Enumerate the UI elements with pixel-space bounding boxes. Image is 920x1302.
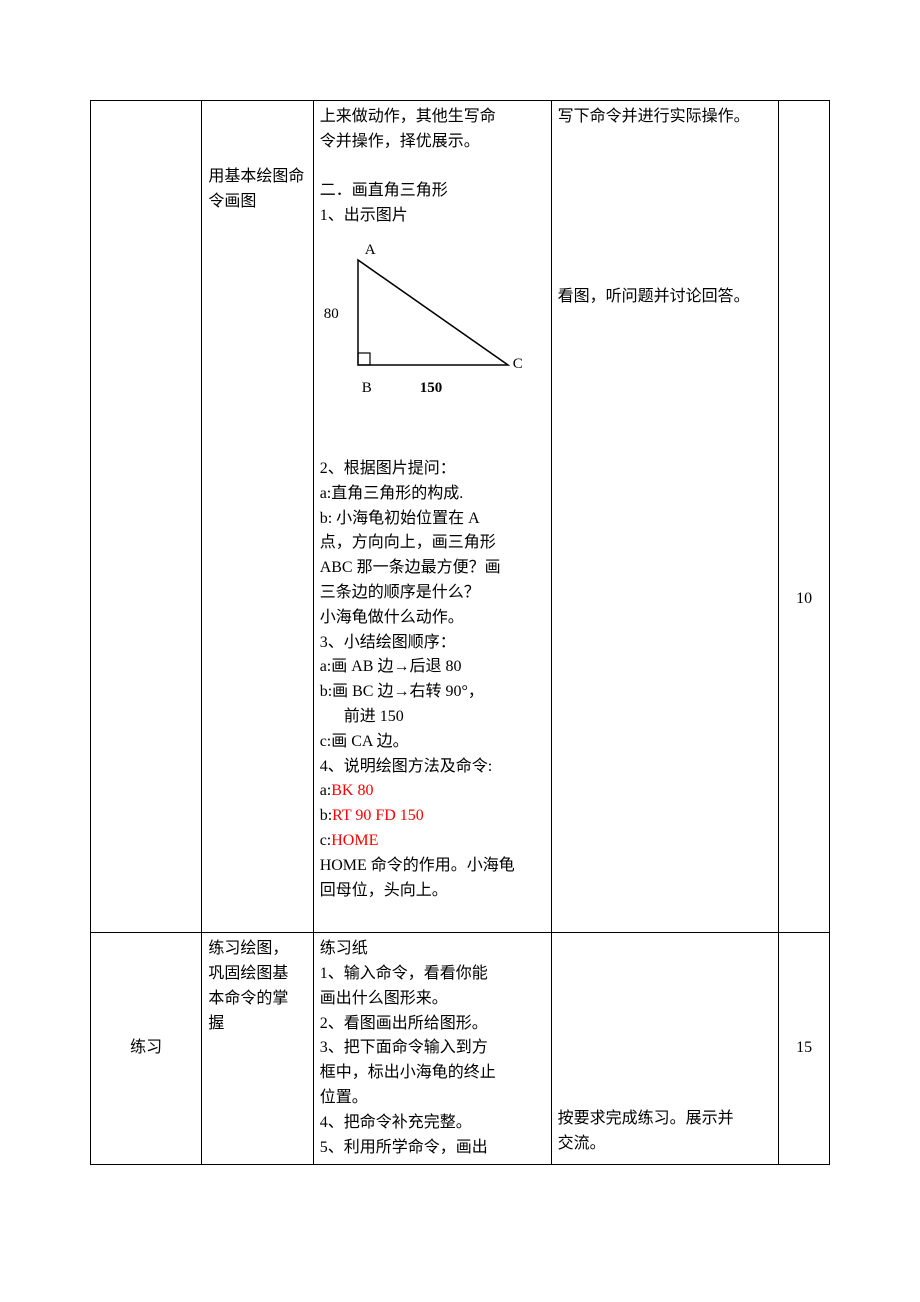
table-row: 用基本绘图命令画图 上来做动作，其他生写命 令并操作，择优展示。 二．画直角三角…	[91, 101, 830, 933]
text: a:画 AB 边→后退 80	[320, 655, 545, 680]
cell-student-activity: 按要求完成练习。展示并 交流。	[551, 933, 779, 1165]
text: 位置。	[320, 1086, 545, 1111]
text: 交流。	[558, 1132, 773, 1157]
text: HOME 命令的作用。小海龟	[320, 854, 545, 879]
text: 3、把下面命令输入到方	[320, 1036, 545, 1061]
text: 画出什么图形来。	[320, 987, 545, 1012]
text: 4、把命令补充完整。	[320, 1111, 545, 1136]
cmd-prefix: a:	[320, 782, 332, 799]
triangle-svg	[348, 255, 523, 380]
text: 令并操作，择优展示。	[320, 130, 545, 155]
text: 前进 150	[320, 705, 545, 730]
cell-stage	[91, 101, 202, 933]
text: 握	[208, 1012, 306, 1037]
text: 上来做动作，其他生写命	[320, 105, 545, 130]
text: 4、说明绘图方法及命令:	[320, 755, 545, 780]
text: b: 小海龟初始位置在 A	[320, 507, 545, 532]
text: 5、利用所学命令，画出	[320, 1136, 545, 1161]
side-label-80: 80	[324, 303, 339, 326]
cell-student-activity: 写下命令并进行实际操作。 看图，听问题并讨论回答。	[551, 101, 779, 933]
time-value: 10	[785, 587, 823, 612]
text: 3、小结绘图顺序：	[320, 631, 545, 656]
text: 1、输入命令，看看你能	[320, 962, 545, 987]
vertex-label-b: B	[362, 377, 372, 400]
cell-teacher-activity: 上来做动作，其他生写命 令并操作，择优展示。 二．画直角三角形 1、出示图片 A…	[313, 101, 551, 933]
triangle-diagram: A 80 B 150 C	[320, 237, 545, 407]
cmd-bk: BK 80	[331, 782, 373, 799]
text: 巩固绘图基	[208, 962, 306, 987]
command-line: c:HOME	[320, 829, 545, 854]
command-line: b:RT 90 FD 150	[320, 804, 545, 829]
table-row: 练习 练习绘图， 巩固绘图基 本命令的掌 握 练习纸 1、输入命令，看看你能 画…	[91, 933, 830, 1165]
text: 本命令的掌	[208, 987, 306, 1012]
text: 2、根据图片提问：	[320, 457, 545, 482]
document-page: 用基本绘图命令画图 上来做动作，其他生写命 令并操作，择优展示。 二．画直角三角…	[0, 0, 920, 1302]
cell-time: 10	[779, 101, 830, 933]
text: 练习纸	[320, 937, 545, 962]
cmd-home: HOME	[331, 832, 378, 849]
cmd-prefix: c:	[320, 832, 332, 849]
cmd-rt-fd: RT 90 FD 150	[332, 807, 424, 824]
text: 回母位，头向上。	[320, 879, 545, 904]
text: 框中，标出小海龟的终止	[320, 1061, 545, 1086]
text: a:直角三角形的构成.	[320, 482, 545, 507]
objective-text: 用基本绘图命令画图	[208, 165, 306, 215]
cell-objective: 练习绘图， 巩固绘图基 本命令的掌 握	[202, 933, 313, 1165]
cell-time: 15	[779, 933, 830, 1165]
text: 按要求完成练习。展示并	[558, 1107, 773, 1132]
cell-stage: 练习	[91, 933, 202, 1165]
side-label-150: 150	[420, 377, 443, 400]
lesson-plan-table: 用基本绘图命令画图 上来做动作，其他生写命 令并操作，择优展示。 二．画直角三角…	[90, 100, 830, 1165]
text: 三条边的顺序是什么？	[320, 581, 545, 606]
cmd-prefix: b:	[320, 807, 332, 824]
text: 点，方向向上，画三角形	[320, 531, 545, 556]
text: 写下命令并进行实际操作。	[558, 105, 773, 130]
stage-label: 练习	[97, 1036, 195, 1061]
heading: 二．画直角三角形	[320, 179, 545, 204]
text: 练习绘图，	[208, 937, 306, 962]
text: 2、看图画出所给图形。	[320, 1012, 545, 1037]
time-value: 15	[785, 1036, 823, 1061]
text: ABC 那一条边最方便？画	[320, 556, 545, 581]
command-line: a:BK 80	[320, 779, 545, 804]
vertex-label-c: C	[513, 353, 523, 376]
cell-teacher-activity: 练习纸 1、输入命令，看看你能 画出什么图形来。 2、看图画出所给图形。 3、把…	[313, 933, 551, 1165]
vertex-label-a: A	[365, 239, 376, 262]
cell-objective: 用基本绘图命令画图	[202, 101, 313, 933]
text: b:画 BC 边→右转 90°，	[320, 680, 545, 705]
text: 1、出示图片	[320, 204, 545, 229]
text: c:画 CA 边。	[320, 730, 545, 755]
text: 小海龟做什么动作。	[320, 606, 545, 631]
text: 看图，听问题并讨论回答。	[558, 285, 773, 310]
